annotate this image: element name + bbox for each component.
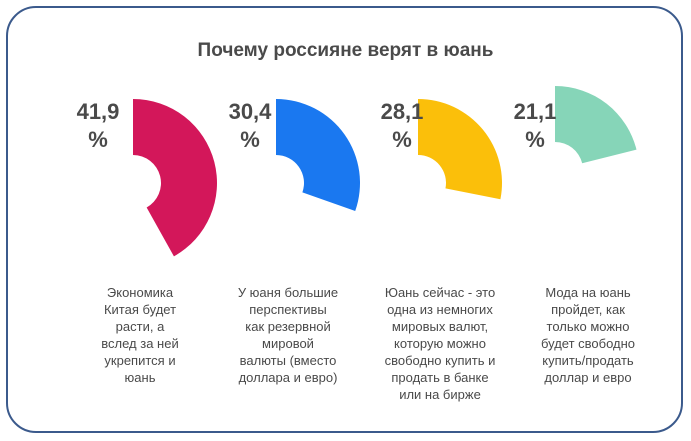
chart-title: Почему россияне верят в юань [197, 40, 494, 61]
value-unit-3: % [525, 127, 545, 152]
card-frame [6, 6, 683, 433]
value-number-3: 21,1 [513, 99, 557, 124]
value-unit-0: % [88, 127, 108, 152]
value-number-2: 28,1 [380, 99, 424, 124]
value-label-1: 30,4 % [220, 98, 280, 154]
value-number-1: 30,4 [228, 99, 272, 124]
category-label-0: Экономика Китая будет расти, а вслед за … [101, 285, 179, 385]
value-label-3: 21,1 % [505, 98, 565, 154]
donut-arc-3 [555, 86, 637, 164]
category-label-1: У юаня большие перспективы как резервной… [237, 285, 339, 385]
category-label-3: Мода на юань пройдет, как только можно б… [540, 285, 636, 385]
value-number-0: 41,9 [76, 99, 120, 124]
donut-arc-2 [418, 99, 502, 200]
category-label-2: Юань сейчас - это одна из немногих миров… [384, 285, 496, 402]
value-unit-2: % [392, 127, 412, 152]
donut-arc-0 [133, 99, 218, 257]
value-label-0: 41,9 % [68, 98, 128, 154]
value-unit-1: % [240, 127, 260, 152]
value-label-2: 28,1 % [372, 98, 432, 154]
donut-arc-1 [276, 99, 361, 211]
